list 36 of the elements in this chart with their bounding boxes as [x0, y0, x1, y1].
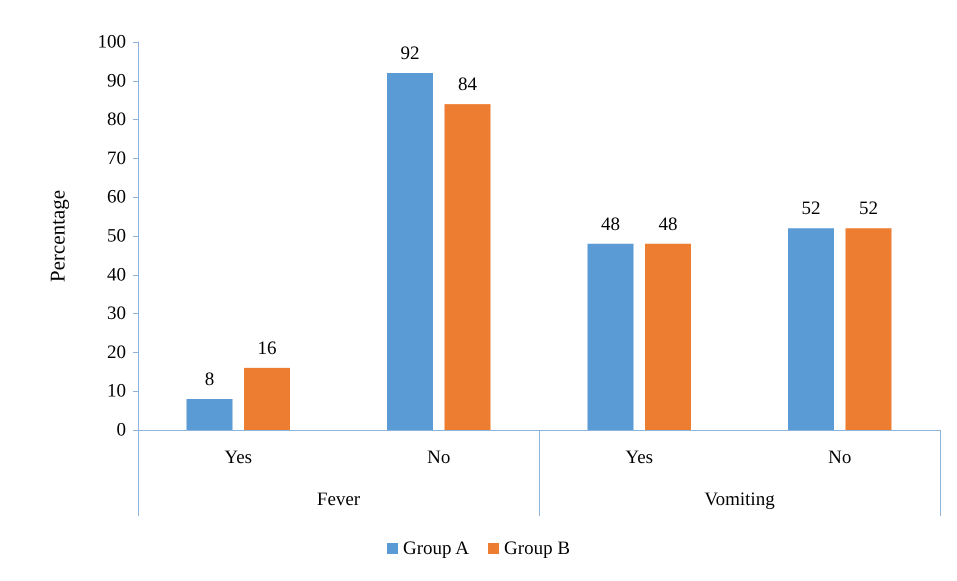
x-tick-label: No [828, 447, 852, 468]
x-tick-label: Yes [224, 447, 252, 468]
y-tick-label: 90 [107, 70, 126, 92]
data-label: 48 [658, 214, 678, 235]
bar [186, 398, 232, 430]
bar [588, 244, 634, 430]
x-tick-label: Yes [625, 447, 654, 468]
bar [387, 73, 433, 430]
bar [444, 104, 490, 430]
y-tick-label: 60 [107, 186, 126, 208]
data-label: 92 [400, 43, 420, 64]
data-label: 8 [204, 368, 214, 390]
y-tick-label: 100 [98, 32, 126, 52]
data-label: 16 [258, 338, 276, 359]
y-tick-label: 50 [107, 226, 126, 246]
data-label: 52 [802, 198, 820, 220]
bar [846, 228, 892, 430]
bar [645, 244, 691, 430]
data-label: 48 [601, 214, 620, 235]
data-label: 52 [859, 198, 878, 220]
y-tick-label: 20 [107, 342, 126, 363]
y-tick-label: 10 [107, 380, 126, 402]
x-tick-label: No [427, 447, 450, 468]
y-tick-label: 40 [107, 264, 126, 286]
y-tick-label: 70 [107, 148, 126, 169]
data-label: 84 [458, 74, 478, 96]
y-tick-label: 0 [116, 420, 126, 440]
bar [244, 368, 290, 430]
y-tick-label: 30 [107, 303, 126, 324]
y-tick-label: 80 [107, 109, 126, 130]
text: Fever [316, 489, 361, 510]
legend-label: Group A [403, 538, 470, 559]
bar [788, 228, 834, 430]
legend-label: Group B [504, 538, 570, 559]
text: Vomiting [704, 489, 776, 510]
y-axis-title: Percentage [46, 190, 70, 282]
